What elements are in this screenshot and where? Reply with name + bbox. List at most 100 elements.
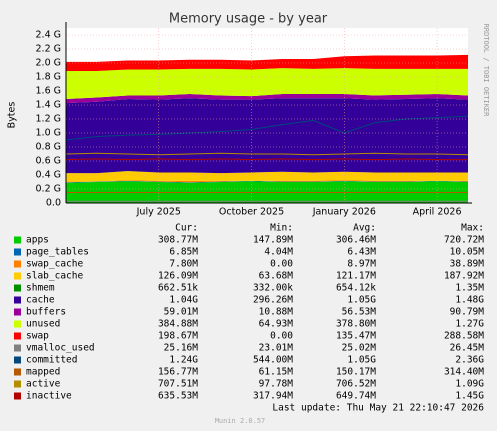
legend-stat: 23.01M: [259, 343, 294, 354]
legend-stat: 317.94M: [253, 391, 293, 402]
legend-label: slab_cache: [26, 271, 83, 282]
legend-label: committed: [26, 355, 77, 366]
y-tick-label: 1.6 G: [36, 86, 62, 97]
legend-stat: 308.77M: [158, 235, 198, 246]
x-tick-label: October 2025: [219, 207, 284, 218]
legend-swatch: [14, 308, 21, 316]
legend-stat: 198.67M: [158, 331, 198, 342]
legend-label: mapped: [26, 367, 60, 378]
area: [66, 180, 468, 183]
legend-label: shmem: [26, 283, 55, 294]
legend-swatch: [14, 380, 21, 388]
area: [66, 171, 468, 182]
legend-stat: 1.05G: [347, 295, 376, 306]
legend-stat: 384.88M: [158, 319, 198, 330]
line: [65, 115, 469, 141]
legend-stat: 90.79M: [450, 307, 485, 318]
legend-stat: 1.27G: [455, 319, 484, 330]
legend-stat: 288.58M: [444, 331, 484, 342]
legend-stat: 7.80M: [169, 259, 198, 270]
y-tick-label: 0.4 G: [36, 170, 62, 181]
legend-stat: 649.74M: [336, 391, 376, 402]
legend-label: cache: [26, 295, 55, 306]
y-tick-label: 2.2 G: [36, 44, 62, 55]
legend-label: page_tables: [26, 247, 89, 258]
legend-header: Avg:: [353, 223, 376, 234]
legend-stat: 720.72M: [444, 235, 484, 246]
legend-stat: 187.92M: [444, 271, 484, 282]
legend-stat: 135.47M: [336, 331, 376, 342]
legend-stat: 26.45M: [450, 343, 485, 354]
y-tick-label: 0.6 G: [36, 156, 62, 167]
legend-swatch: [14, 320, 21, 328]
legend-stat: 314.40M: [444, 367, 484, 378]
legend-stat: 38.89M: [450, 259, 485, 270]
legend-label: buffers: [26, 307, 66, 318]
legend-label: unused: [26, 319, 60, 330]
legend-stat: 0.00: [270, 331, 293, 342]
y-axis-label: Bytes: [7, 102, 18, 129]
x-tick-label: April 2026: [413, 207, 462, 218]
legend-stat: 4.04M: [264, 247, 293, 258]
area: [66, 171, 468, 174]
y-tick-label: 1.2 G: [36, 114, 62, 125]
legend-stat: 1.45G: [455, 391, 484, 402]
line: [65, 152, 469, 156]
legend-stat: 10.05M: [450, 247, 485, 258]
y-tick-label: 0.0: [46, 198, 61, 209]
legend-stat: 2.36G: [455, 355, 484, 366]
legend-stat: 64.93M: [259, 319, 294, 330]
legend-swatch: [14, 236, 21, 244]
area: [66, 180, 468, 183]
legend-stat: 156.77M: [158, 367, 198, 378]
legend-label: vmalloc_used: [26, 343, 95, 354]
legend-stat: 1.48G: [455, 295, 484, 306]
y-tick-label: 0.2 G: [36, 184, 62, 195]
legend-stat: 150.17M: [336, 367, 376, 378]
legend-swatch: [14, 368, 21, 376]
y-tick-label: 1.0 G: [36, 128, 62, 139]
legend-header: Cur:: [175, 223, 198, 234]
footer: Munin 2.0.57: [215, 417, 266, 425]
legend-stat: 25.02M: [342, 343, 377, 354]
y-tick-label: 2.4 G: [36, 30, 62, 41]
legend-stat: 306.46M: [336, 235, 376, 246]
last-update: Last update: Thu May 21 22:10:47 2026: [272, 403, 484, 414]
x-tick-label: January 2026: [312, 207, 376, 218]
legend-stat: 25.16M: [164, 343, 199, 354]
legend-label: inactive: [26, 391, 72, 402]
area: [66, 68, 468, 99]
legend-swatch: [14, 356, 21, 364]
legend-swatch: [14, 248, 21, 256]
y-tick-label: 2.0 G: [36, 58, 62, 69]
legend-label: swap_cache: [26, 259, 83, 270]
legend-stat: 378.80M: [336, 319, 376, 330]
legend-label: swap: [26, 331, 49, 342]
legend-stat: 662.51k: [158, 283, 198, 294]
legend-stat: 61.15M: [259, 367, 294, 378]
legend-stat: 332.00k: [253, 283, 293, 294]
side-text: RRDTOOL / TOBI OETIKER: [482, 24, 490, 118]
legend-stat: 1.35M: [455, 283, 484, 294]
legend-swatch: [14, 272, 21, 280]
legend-stat: 147.89M: [253, 235, 293, 246]
legend-swatch: [14, 284, 21, 292]
legend-stat: 6.85M: [169, 247, 198, 258]
legend-stat: 97.78M: [259, 379, 294, 390]
legend-swatch: [14, 260, 21, 268]
area: [66, 98, 468, 174]
legend-label: active: [26, 379, 61, 390]
legend-header: Min:: [270, 223, 293, 234]
legend-swatch: [14, 332, 21, 340]
legend-stat: 635.53M: [158, 391, 198, 402]
legend-swatch: [14, 392, 21, 400]
legend-stat: 544.00M: [253, 355, 293, 366]
legend-label: apps: [26, 235, 49, 246]
legend-stat: 1.05G: [347, 355, 376, 366]
legend-stat: 1.24G: [169, 355, 198, 366]
legend-stat: 56.53M: [342, 307, 377, 318]
legend-swatch: [14, 296, 21, 304]
area: [66, 94, 468, 104]
x-tick-label: July 2025: [136, 207, 181, 218]
legend-stat: 654.12k: [336, 283, 376, 294]
